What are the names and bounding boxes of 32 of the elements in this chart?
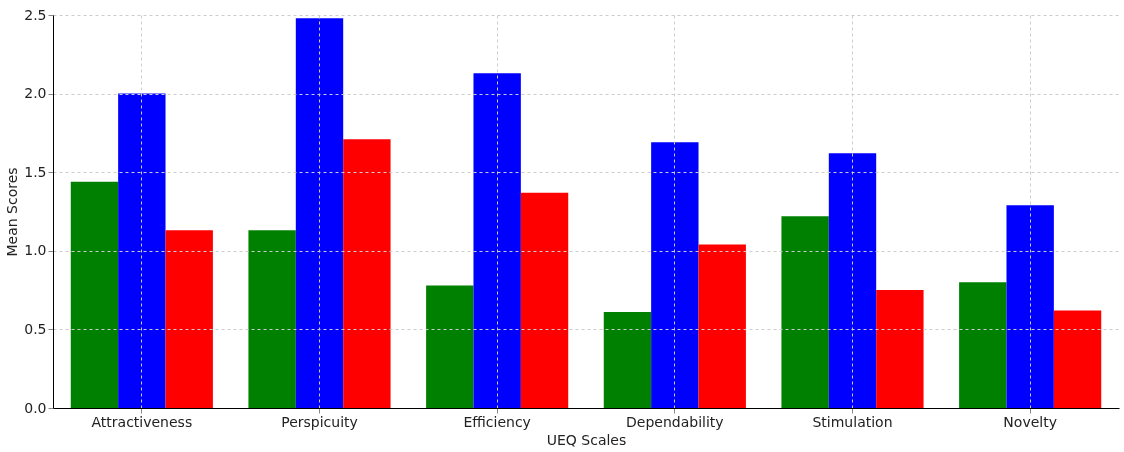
y-tick-label: 1.0 <box>24 242 47 259</box>
bar <box>248 230 296 408</box>
bar <box>1053 310 1102 408</box>
y-tick-label: 0.0 <box>24 399 47 416</box>
x-axis-title: UEQ Scales <box>546 431 627 448</box>
bar <box>473 73 521 408</box>
bar <box>118 93 166 408</box>
y-axis-title: Mean Scores <box>4 167 21 257</box>
bar <box>828 153 877 408</box>
bar <box>651 142 699 408</box>
bar <box>520 192 569 408</box>
y-tick-label: 2.0 <box>24 85 47 102</box>
bar <box>426 285 474 408</box>
x-tick-label: Dependability <box>626 413 724 430</box>
bar <box>295 18 344 408</box>
x-tick-label: Perspicuity <box>281 413 358 430</box>
y-tick-label: 2.5 <box>24 6 47 23</box>
bar <box>70 181 119 408</box>
bar <box>343 139 391 408</box>
bar <box>1006 205 1054 408</box>
bar <box>781 216 829 408</box>
x-tick-label: Efficiency <box>463 413 531 430</box>
bar <box>876 290 924 408</box>
bar <box>698 244 746 408</box>
bar <box>603 312 652 408</box>
x-tick-label: Stimulation <box>812 413 893 430</box>
bar <box>165 230 213 408</box>
y-tick-label: 1.5 <box>24 163 47 180</box>
x-tick-label: Novelty <box>1003 413 1057 430</box>
x-tick-label: Attractiveness <box>91 413 193 430</box>
y-tick-label: 0.5 <box>24 320 47 337</box>
bar <box>959 282 1007 408</box>
